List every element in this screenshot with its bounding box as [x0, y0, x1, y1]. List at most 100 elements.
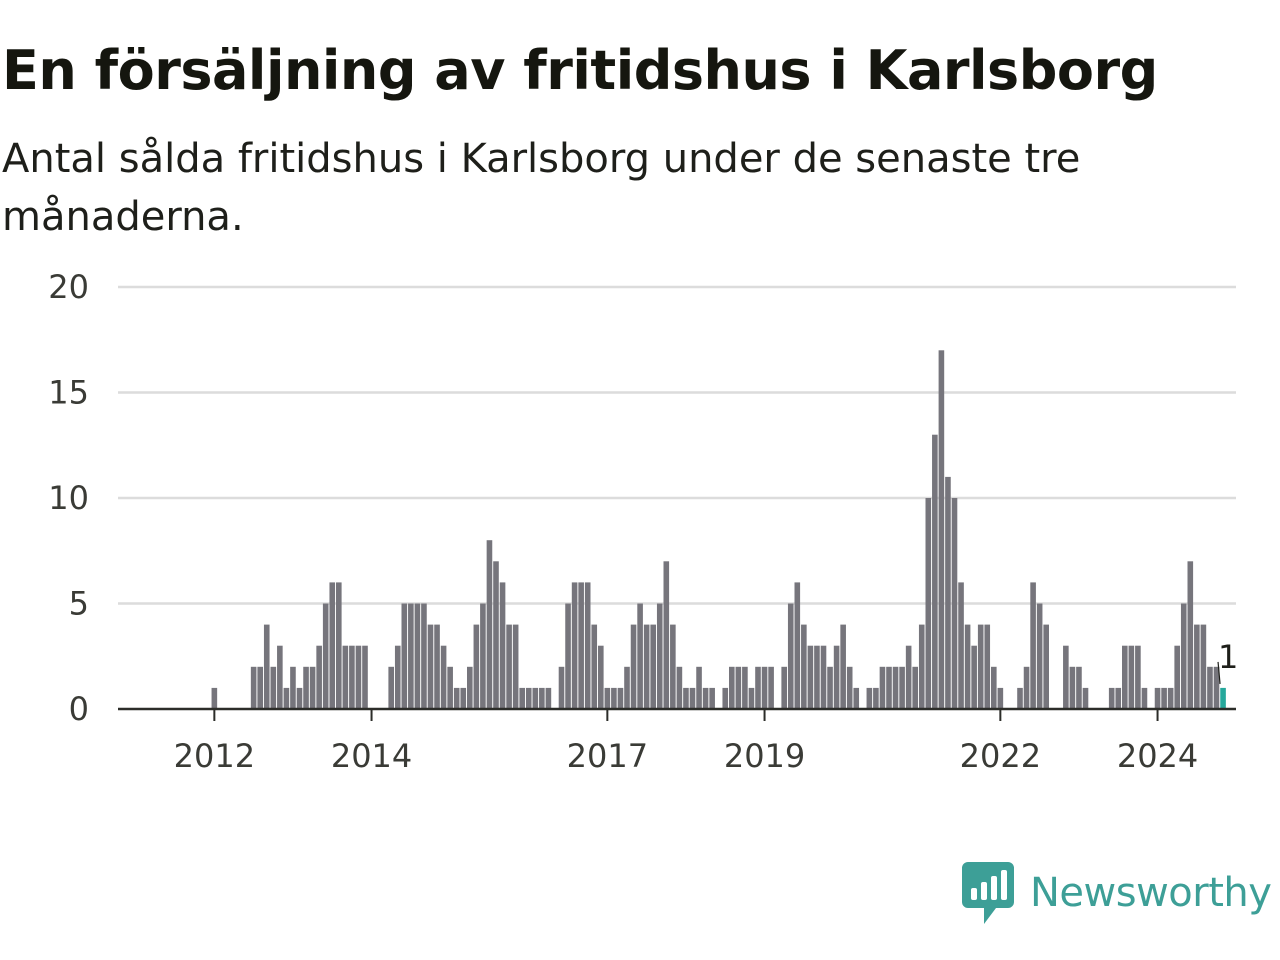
bar — [1207, 666, 1213, 709]
bar — [598, 645, 604, 709]
bar — [676, 666, 683, 709]
bar — [617, 687, 624, 709]
x-tick-label: 2012 — [174, 737, 255, 775]
bar — [440, 645, 447, 709]
bar — [1194, 624, 1200, 709]
bar — [964, 624, 971, 709]
bar — [1069, 666, 1076, 709]
bar — [971, 645, 977, 709]
bar — [1017, 687, 1023, 709]
bar — [1128, 645, 1135, 709]
x-tick-label: 2022 — [960, 737, 1041, 775]
bar-chart-speech-bubble-icon — [962, 862, 1014, 924]
bar-chart: 0 5 10 15 20 2012 2014 2017 2019 2022 2024 1 — [48, 268, 1238, 775]
bar — [932, 434, 938, 709]
bar — [1135, 645, 1141, 709]
bar — [945, 476, 951, 709]
gridlines — [118, 285, 1236, 605]
bar — [984, 624, 991, 709]
bar — [290, 666, 296, 709]
bar — [709, 687, 715, 709]
bar — [460, 687, 467, 709]
bars — [211, 350, 1226, 709]
axes: 0 5 10 15 20 2012 2014 2017 2019 2022 2024 1 — [48, 268, 1238, 775]
chart-title: En försäljning av fritidshus i Karlsborg — [2, 39, 1158, 102]
y-tick-label: 15 — [48, 374, 89, 412]
bar — [519, 687, 525, 709]
bar — [833, 645, 840, 709]
bar — [401, 603, 408, 709]
bar — [1030, 582, 1036, 709]
last-value-label: 1 — [1218, 638, 1238, 676]
bar — [1108, 687, 1115, 709]
bar — [1174, 645, 1180, 709]
bar — [512, 624, 519, 709]
y-tick-label: 0 — [69, 690, 89, 728]
bar — [787, 603, 794, 709]
bar — [303, 666, 309, 709]
bar — [486, 540, 493, 709]
bar — [1023, 666, 1030, 709]
bar — [525, 687, 532, 709]
bar — [316, 645, 322, 709]
bar — [827, 666, 833, 709]
bar — [447, 666, 453, 709]
bar — [630, 624, 637, 709]
bar — [670, 624, 676, 709]
bar — [591, 624, 598, 709]
bar — [408, 603, 414, 709]
bar — [545, 687, 552, 709]
bar — [578, 582, 584, 709]
bar — [414, 603, 421, 709]
bar — [427, 624, 434, 709]
bar — [1043, 624, 1049, 709]
bar — [696, 666, 702, 709]
bar — [624, 666, 630, 709]
bar — [434, 624, 440, 709]
bar — [1115, 687, 1122, 709]
bar — [663, 561, 670, 709]
bar — [604, 687, 611, 709]
bar — [801, 624, 807, 709]
bar — [899, 666, 905, 709]
bar — [506, 624, 512, 709]
x-tick-label: 2019 — [724, 737, 805, 775]
bar — [388, 666, 394, 709]
bar — [1141, 687, 1148, 709]
bar — [866, 687, 873, 709]
bar — [499, 582, 506, 709]
bar — [1161, 687, 1167, 709]
bar — [951, 498, 958, 709]
bar — [611, 687, 617, 709]
bar — [820, 645, 827, 709]
bar — [539, 687, 545, 709]
bar — [493, 561, 499, 709]
bar — [1180, 603, 1187, 709]
bar — [650, 624, 656, 709]
bar — [1167, 687, 1174, 709]
bar — [918, 624, 925, 709]
bar — [643, 624, 650, 709]
bar — [1063, 645, 1069, 709]
bar — [1154, 687, 1161, 709]
bar — [296, 687, 303, 709]
bar — [840, 624, 846, 709]
bar — [349, 645, 355, 709]
bar — [905, 645, 912, 709]
bar — [761, 666, 768, 709]
bar — [925, 498, 932, 709]
bar — [958, 582, 964, 709]
bar — [1076, 666, 1082, 709]
bar — [873, 687, 879, 709]
bar — [977, 624, 984, 709]
x-tick-label: 2024 — [1117, 737, 1198, 775]
bar — [1187, 561, 1194, 709]
bar — [355, 645, 362, 709]
y-tick-label: 10 — [48, 479, 89, 517]
bar — [257, 666, 263, 709]
bar — [322, 603, 329, 709]
bar — [991, 666, 997, 709]
bar — [277, 645, 283, 709]
bar — [938, 350, 945, 709]
bar — [729, 666, 735, 709]
